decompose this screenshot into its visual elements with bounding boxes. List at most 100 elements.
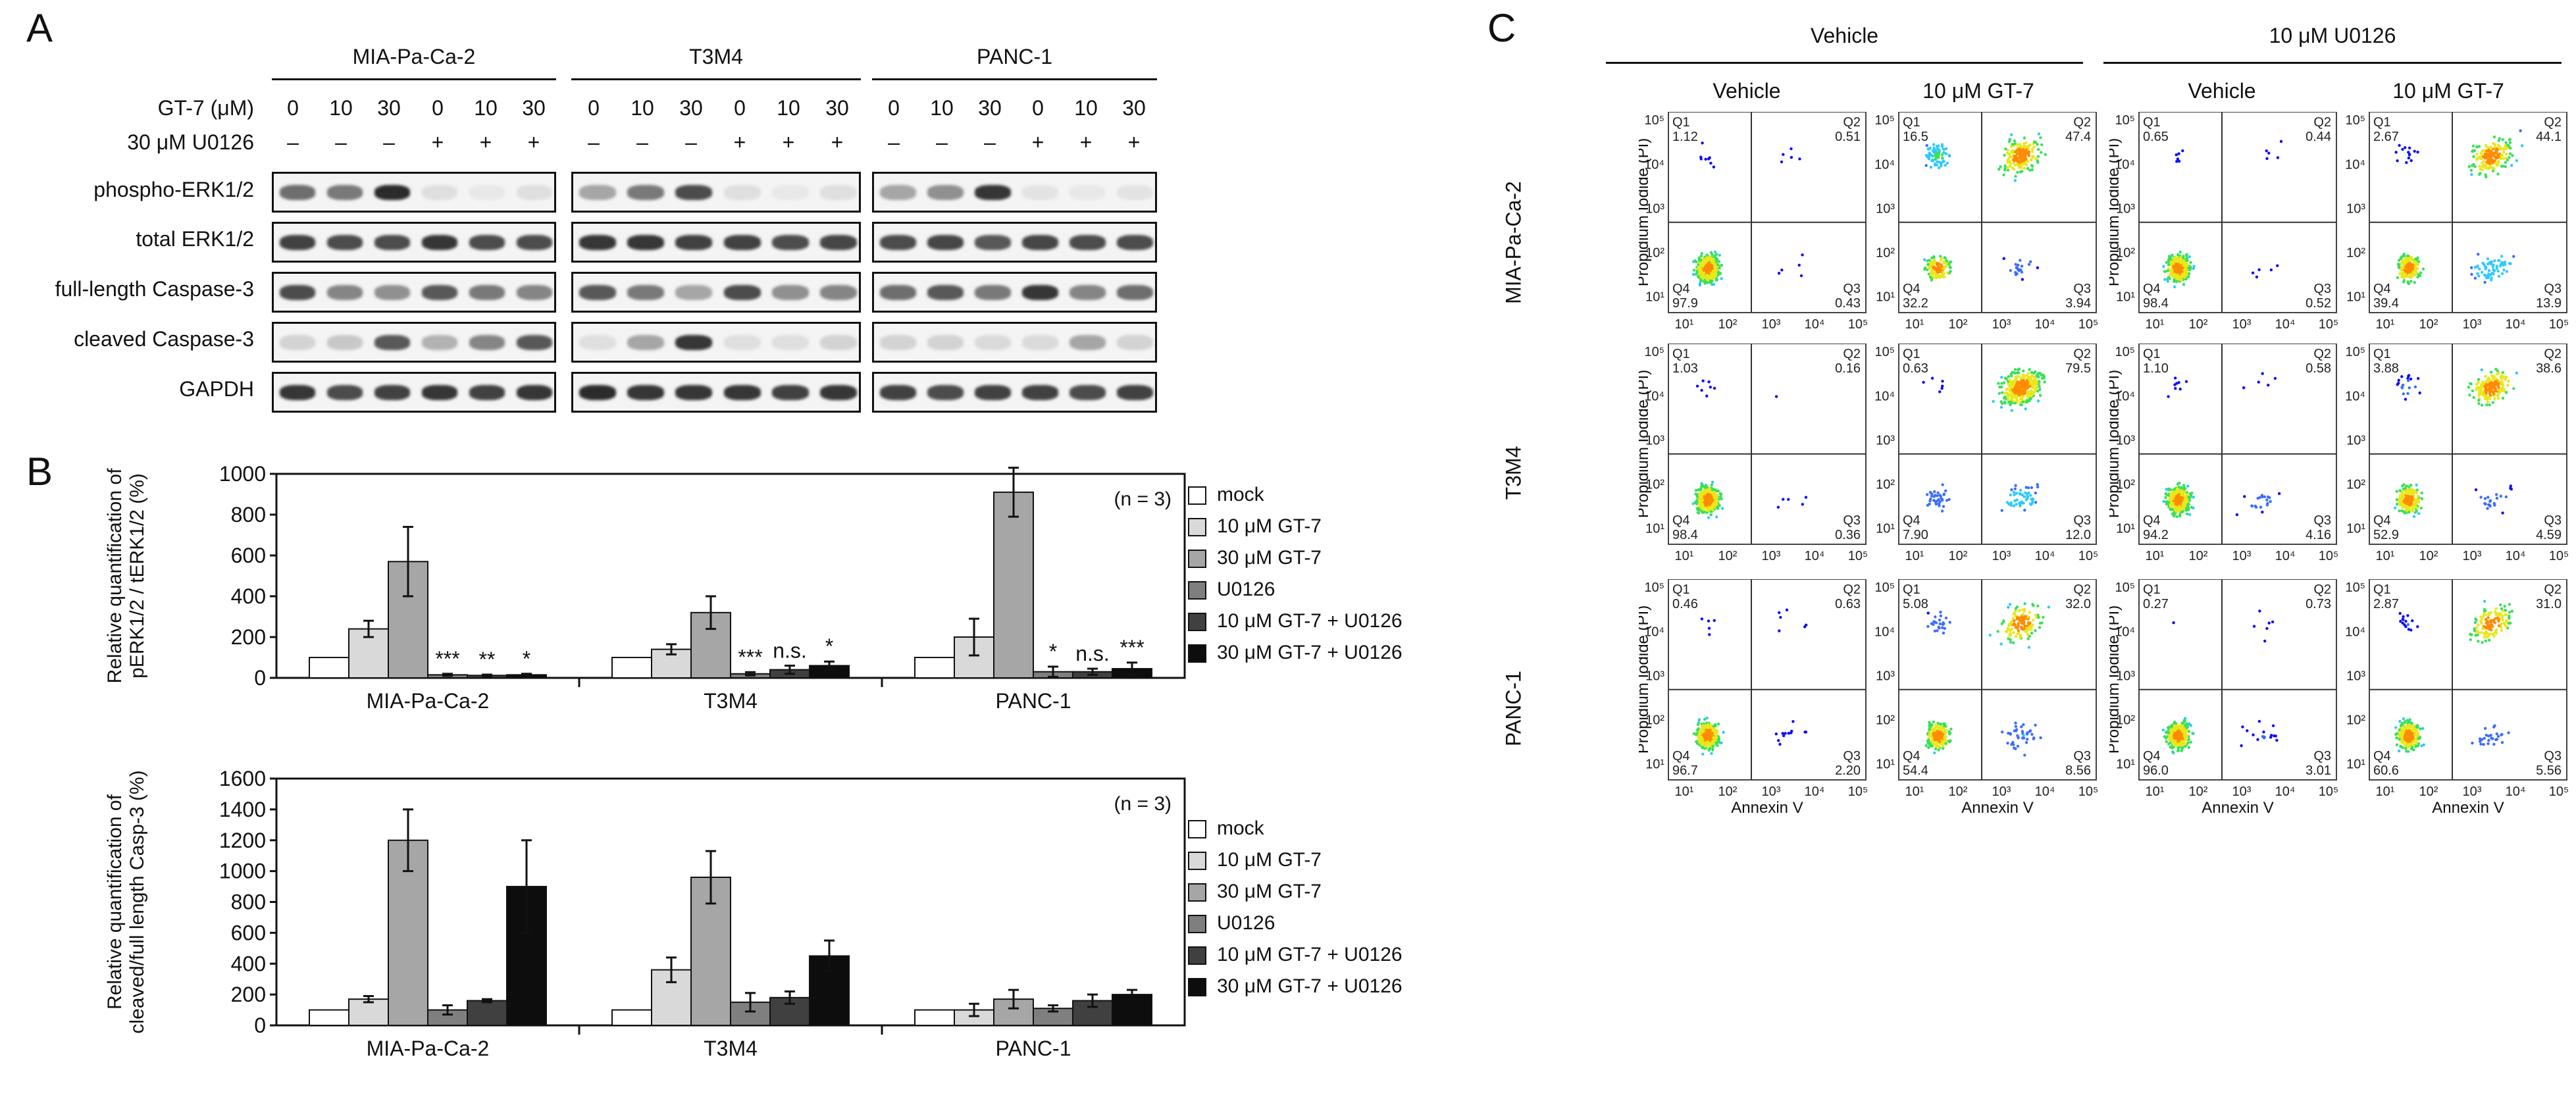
flow-event xyxy=(2400,484,2404,488)
flow-event xyxy=(2484,267,2488,270)
y-tick-label: 600 xyxy=(231,544,266,567)
flow-event xyxy=(2013,154,2017,157)
legend-item: U0126 xyxy=(1188,578,1478,605)
flow-event xyxy=(2012,161,2015,165)
flow-event xyxy=(2019,397,2022,401)
x-tick-label: 10⁴ xyxy=(2506,317,2526,332)
flow-event xyxy=(1924,744,1928,748)
flow-event xyxy=(1930,269,1934,272)
blot-band xyxy=(469,385,505,400)
flow-event xyxy=(1944,257,1947,260)
flow-event xyxy=(2019,403,2022,407)
flow-event xyxy=(1997,167,2001,171)
flow-event xyxy=(1707,258,1711,262)
flow-event xyxy=(1925,143,1928,147)
flow-event xyxy=(2022,627,2025,630)
blot-band xyxy=(326,235,363,250)
flow-event xyxy=(2009,162,2012,166)
flow-event xyxy=(1999,642,2003,646)
flow-event xyxy=(1705,716,1709,720)
flow-event xyxy=(2172,262,2176,265)
flow-event xyxy=(1714,741,1718,744)
flow-plot-canvas: Q10.63Q279.5Q47.90Q312.010¹10¹10²10²10³1… xyxy=(1874,343,2098,563)
flow-event xyxy=(2492,390,2496,394)
gt7-dose: 30 xyxy=(679,96,703,120)
y-tick-label: 200 xyxy=(231,625,266,649)
flow-event xyxy=(2017,625,2020,629)
flow-event xyxy=(2192,265,2196,268)
flow-event xyxy=(2417,260,2421,263)
quadrant-percent: 98.4 xyxy=(1672,528,1698,542)
y-tick-label: 1200 xyxy=(219,829,266,852)
blot-band xyxy=(927,385,964,400)
flow-event xyxy=(2406,379,2410,382)
flow-event xyxy=(1934,157,1937,161)
flow-event xyxy=(2411,491,2415,495)
flow-event xyxy=(2039,736,2042,740)
flow-event xyxy=(2405,265,2409,269)
flow-event xyxy=(2024,151,2028,155)
blot-band xyxy=(772,285,809,300)
flow-event xyxy=(1709,510,1713,513)
blot-band xyxy=(974,285,1011,300)
flow-plot-frame xyxy=(2138,578,2337,781)
flow-event xyxy=(2009,632,2012,635)
y-tick-label: 10⁴ xyxy=(1874,389,1895,403)
blot-band xyxy=(723,385,761,400)
quadrant-name: Q1 xyxy=(1672,115,1690,130)
quadrant-name: Q4 xyxy=(1903,513,1920,528)
flow-event xyxy=(2499,157,2503,161)
blot-band xyxy=(279,385,316,400)
legend-swatch xyxy=(1188,852,1206,870)
flow-event xyxy=(2176,253,2180,257)
flow-event xyxy=(1929,497,1932,501)
flow-event xyxy=(2035,616,2038,619)
flow-event xyxy=(1942,151,1945,154)
x-axis-label: Annexin V xyxy=(1961,799,2033,817)
flow-event xyxy=(2035,386,2038,390)
flow-event xyxy=(2480,368,2484,372)
quadrant-name: Q2 xyxy=(2313,347,2331,361)
flow-event xyxy=(2030,371,2034,374)
flow-event xyxy=(1996,630,1999,633)
flow-event xyxy=(2028,260,2032,263)
flow-event xyxy=(1715,731,1719,734)
flow-event xyxy=(2496,153,2500,157)
flow-event xyxy=(2470,272,2473,276)
x-tick-label: 10⁵ xyxy=(2549,549,2569,563)
flow-event xyxy=(2003,164,2007,168)
flow-event xyxy=(2015,503,2018,506)
blot-band xyxy=(516,185,553,200)
flow-event xyxy=(2501,138,2504,141)
flow-event xyxy=(2162,500,2165,503)
flow-event xyxy=(2009,638,2012,642)
flow-event xyxy=(2009,732,2013,736)
flow-event xyxy=(2473,276,2477,280)
flow-event xyxy=(2042,615,2045,619)
quadrant-name: Q3 xyxy=(1843,282,1861,296)
quadrant-name: Q1 xyxy=(1903,115,1920,130)
quadrant-name: Q1 xyxy=(2373,115,2391,130)
flow-event xyxy=(1939,610,1942,614)
significance-label: n.s. xyxy=(773,638,807,662)
flow-event xyxy=(1711,257,1715,261)
flow-event xyxy=(2410,488,2414,491)
flow-event xyxy=(1707,261,1711,265)
flow-event xyxy=(2007,731,2010,735)
quadrant-percent: 0.46 xyxy=(1672,597,1698,611)
flow-event xyxy=(2026,160,2029,163)
flow-event xyxy=(2398,143,2401,147)
x-tick-label: 10³ xyxy=(2463,317,2482,332)
flow-event xyxy=(2250,504,2254,508)
flow-event xyxy=(2474,488,2478,492)
quadrant-name: Q3 xyxy=(2073,282,2091,296)
flow-event xyxy=(2511,154,2514,157)
u0126-sign: + xyxy=(479,130,492,154)
y-tick-label: 10⁵ xyxy=(1874,345,1895,359)
flow-event xyxy=(2181,149,2184,153)
flow-event xyxy=(2027,646,2031,649)
flow-event xyxy=(1704,258,1708,261)
quadrant-name: Q3 xyxy=(2313,513,2331,528)
flow-event xyxy=(1938,740,1942,744)
